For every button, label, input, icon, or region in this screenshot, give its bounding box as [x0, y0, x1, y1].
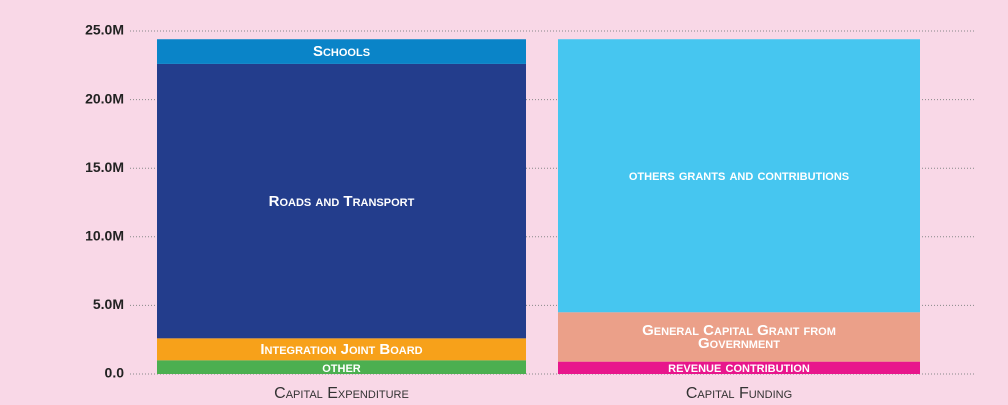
segment-label: Schools: [312, 43, 371, 61]
segment-label: revenue contribution: [668, 359, 810, 377]
y-tick-label: 20.0M: [85, 90, 124, 106]
segment-label: Roads and Transport: [268, 192, 415, 210]
y-tick-label: 5.0M: [93, 296, 124, 312]
y-tick-label: 25.0M: [85, 22, 124, 38]
bar-segment: [157, 338, 526, 361]
segment-label: other: [322, 358, 361, 376]
x-tick-label: Capital Expenditure: [274, 385, 409, 402]
segment-label: Integration Joint Board: [260, 340, 423, 358]
bar-segment: [157, 39, 526, 64]
segment-label: General Capital Grant from Government: [642, 321, 836, 352]
bar-segment: [157, 63, 526, 339]
y-tick-label: 10.0M: [85, 228, 124, 244]
bar-segment: [558, 39, 920, 313]
x-tick-label: Capital Funding: [686, 385, 792, 402]
bar-segment: [157, 360, 526, 374]
segment-label: others grants and contributions: [628, 167, 850, 185]
y-tick-label: 0.0: [105, 365, 125, 381]
bar-segment: [558, 361, 920, 374]
bar-segment: [558, 312, 920, 362]
y-tick-label: 15.0M: [85, 159, 124, 175]
